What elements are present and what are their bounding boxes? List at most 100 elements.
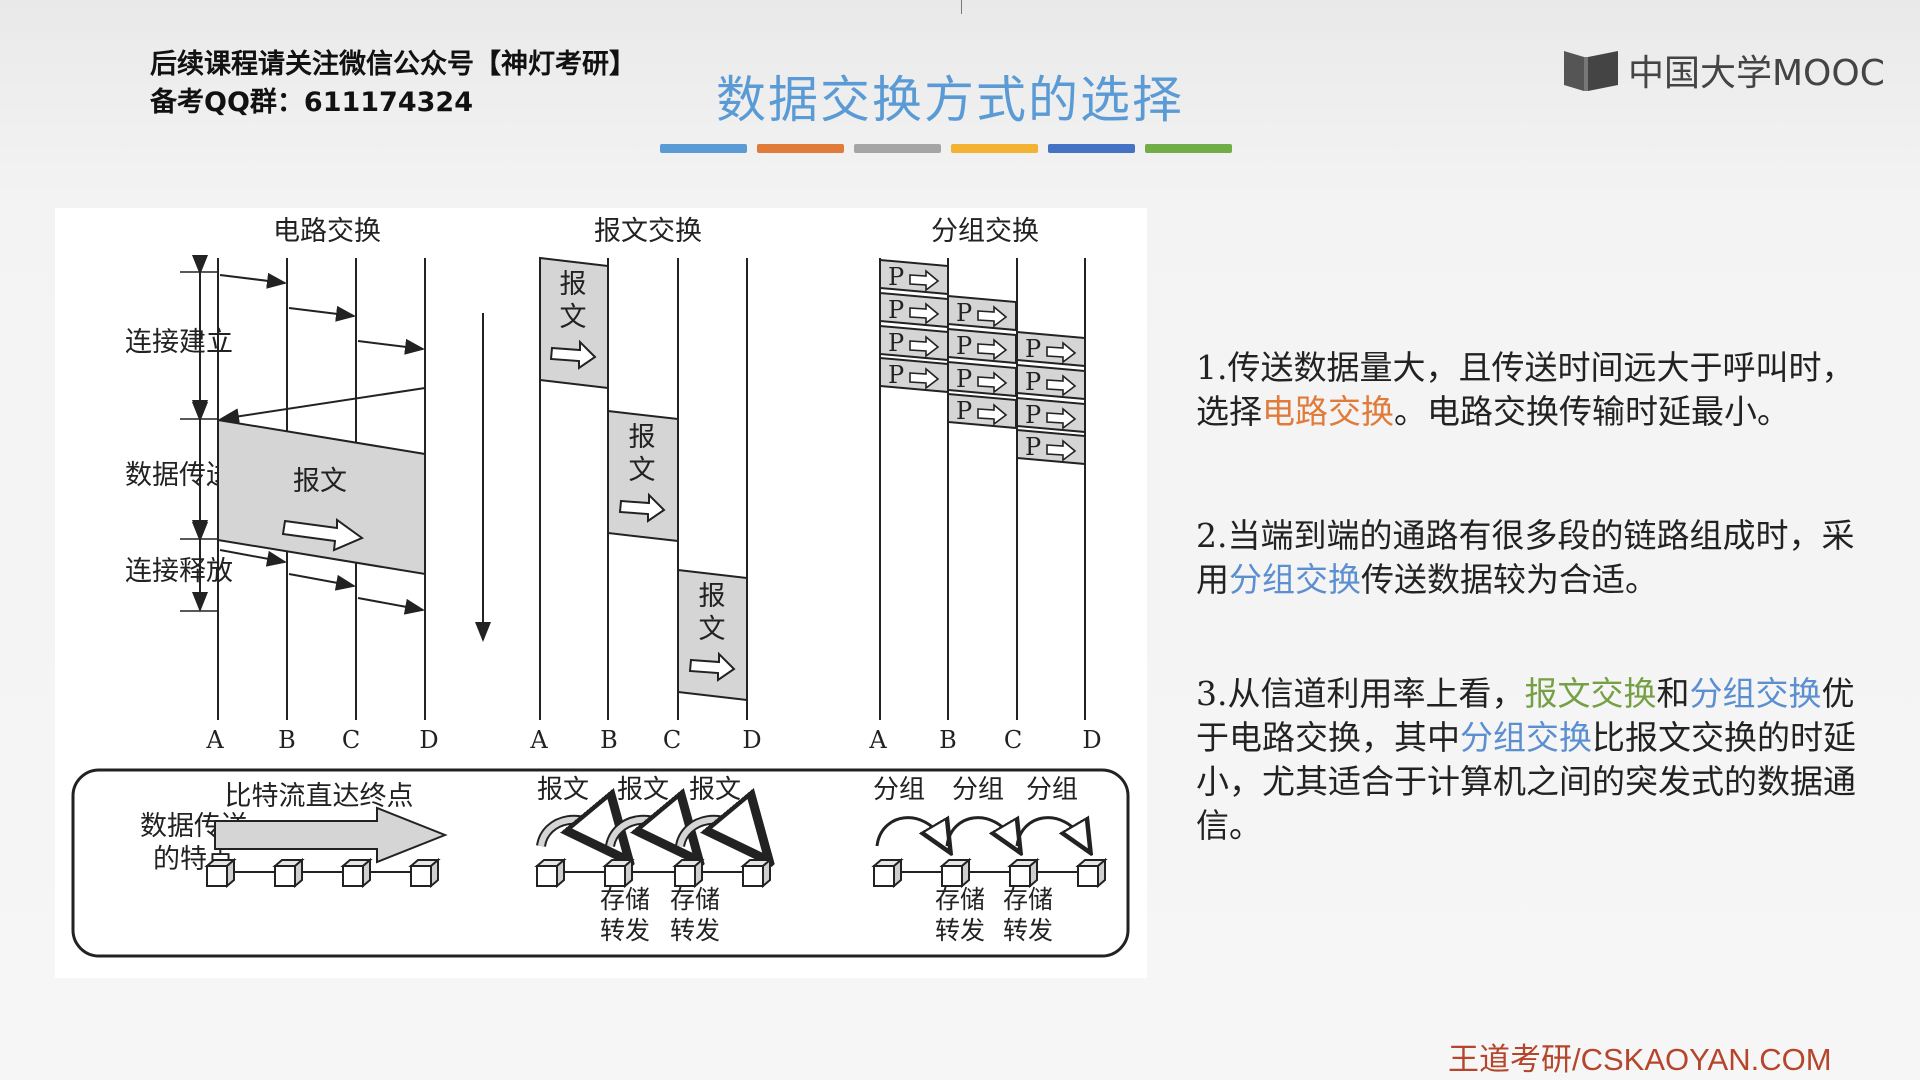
point-text-segment: 和 xyxy=(1656,674,1690,713)
message-3-char1: 报 xyxy=(699,581,726,612)
message-2-char1: 报 xyxy=(629,422,656,453)
packet-store-1-line1: 存储 xyxy=(935,885,985,914)
packet-store-1-line2: 转发 xyxy=(935,916,985,945)
point-text-segment: 从信道利用率上看， xyxy=(1227,674,1525,713)
node-cube-icon xyxy=(1007,857,1040,889)
point-1: 1.传送数据量大，且传送时间远大于呼叫时，选择电路交换。电路交换传输时延最小。 xyxy=(1196,346,1876,434)
point-highlight-blue: 分组交换 xyxy=(1460,718,1592,757)
title-color-bar xyxy=(660,144,747,153)
packet-store-2-line2: 转发 xyxy=(1003,916,1053,945)
point-3: 3.从信道利用率上看，报文交换和分组交换优于电路交换，其中分组交换比报文交换的时… xyxy=(1196,672,1876,848)
point-text-segment: 比报文交换的时延小，尤其适合于计算机之间的突发式的数据通信。 xyxy=(1196,718,1856,845)
svg-text:P: P xyxy=(888,263,904,291)
circuit-message-label: 报文 xyxy=(293,466,347,497)
title-color-bar xyxy=(1048,144,1135,153)
header-wechat-note: 后续课程请关注微信公众号【神灯考研】 xyxy=(150,49,636,80)
message-2-char2: 文 xyxy=(629,455,656,486)
packet-block: P xyxy=(1016,428,1086,466)
message-store-2-line1: 存储 xyxy=(670,885,720,914)
svg-text:P: P xyxy=(888,361,904,389)
point-2: 2.当端到端的通路有很多段的链路组成时，采用分组交换传送数据较为合适。 xyxy=(1196,514,1876,602)
message-hop-2: 报文 xyxy=(617,775,669,805)
phase-label-transfer: 数据传送 xyxy=(125,460,233,491)
header-qq-group: 备考QQ群：611174324 xyxy=(150,87,473,118)
circuit-node-a: A xyxy=(205,726,224,754)
circuit-node-d: D xyxy=(419,726,438,754)
top-divider-tick xyxy=(961,0,962,14)
point-number: 1. xyxy=(1196,348,1228,387)
circuit-bitstream-text: 比特流直达终点 xyxy=(225,781,414,812)
phase-label-setup: 连接建立 xyxy=(125,327,233,358)
packet-block: P xyxy=(947,360,1017,398)
footer-watermark: 王道考研/CSKAOYAN.COM xyxy=(1448,1042,1832,1077)
point-text-segment: 传送数据较为合适。 xyxy=(1361,560,1658,599)
circuit-switching-diagram: 连接建立 数据传送 连接释放 报文 A B C D xyxy=(125,255,439,754)
mooc-logo: 中国大学MOOC xyxy=(1562,44,1885,96)
title-color-bar xyxy=(757,144,844,153)
svg-text:P: P xyxy=(956,332,972,360)
packet-hop-3: 分组 xyxy=(1026,775,1078,805)
packet-block: P xyxy=(879,291,949,329)
bitstream-arrow xyxy=(214,806,448,864)
message-1-char2: 文 xyxy=(560,302,587,333)
svg-text:P: P xyxy=(956,365,972,393)
svg-text:P: P xyxy=(956,299,972,327)
circuit-node-c: C xyxy=(342,726,360,754)
packet-hop-1: 分组 xyxy=(873,775,925,805)
packet-node-a: A xyxy=(868,726,887,754)
mooc-book-icon xyxy=(1564,51,1618,91)
phase-label-release: 连接释放 xyxy=(125,556,233,587)
point-number: 2. xyxy=(1196,516,1228,555)
packet-node-b: B xyxy=(939,726,957,754)
node-cube-icon xyxy=(740,857,773,889)
packet-node-c: C xyxy=(1004,726,1022,754)
node-cube-icon xyxy=(1075,857,1108,889)
packet-block: P xyxy=(879,258,949,296)
message-store-1-line2: 转发 xyxy=(600,916,650,945)
node-cube-icon xyxy=(340,857,373,889)
packet-node-d: D xyxy=(1082,726,1101,754)
node-cube-icon xyxy=(602,857,635,889)
packet-block: P xyxy=(947,392,1017,430)
message-3-char2: 文 xyxy=(699,614,726,645)
point-number: 3. xyxy=(1196,674,1228,713)
point-text-segment: 。电路交换传输时延最小。 xyxy=(1394,392,1790,431)
message-node-c: C xyxy=(663,726,681,754)
node-cube-icon xyxy=(672,857,705,889)
point-text-segment: 当端到端的通路有很多段的链路组成时，采用 xyxy=(1196,516,1855,599)
packet-store-2-line1: 存储 xyxy=(1003,885,1053,914)
logo-text: 中国大学MOOC xyxy=(1628,53,1885,94)
point-2-text: 2.当端到端的通路有很多段的链路组成时，采用分组交换传送数据较为合适。 xyxy=(1196,514,1876,602)
title-color-bar xyxy=(951,144,1038,153)
point-highlight-green: 报文交换 xyxy=(1524,674,1657,713)
point-3-text: 3.从信道利用率上看，报文交换和分组交换优于电路交换，其中分组交换比报文交换的时… xyxy=(1196,672,1876,848)
packet-block: P xyxy=(879,324,949,362)
section-title-circuit: 电路交换 xyxy=(273,216,381,247)
transfer-characteristics-box: 数据传送 的特点 比特流直达终点 报文 报文 报文 存储 转发 存储 转发 分组… xyxy=(71,768,1130,958)
svg-text:P: P xyxy=(1025,401,1041,429)
svg-text:P: P xyxy=(956,397,972,425)
svg-text:P: P xyxy=(888,329,904,357)
svg-text:P: P xyxy=(1025,368,1041,396)
packet-block: P xyxy=(1016,330,1086,368)
point-text-segment: 传送数据量大，且传送时间远大于呼叫时，选择 xyxy=(1196,348,1855,431)
packet-block: P xyxy=(947,294,1017,332)
message-1-char1: 报 xyxy=(560,269,587,300)
circuit-node-b: B xyxy=(278,726,296,754)
point-highlight-orange: 电路交换 xyxy=(1262,392,1394,431)
packet-hop-2: 分组 xyxy=(952,775,1004,805)
point-highlight-blue: 分组交换 xyxy=(1689,674,1822,713)
svg-text:P: P xyxy=(888,296,904,324)
node-cube-icon xyxy=(272,857,305,889)
switching-diagram-panel: 电路交换 报文交换 分组交换 连接建立 数据传送 连接释放 xyxy=(55,208,1147,978)
point-highlight-blue: 分组交换 xyxy=(1229,560,1361,599)
title-color-bar xyxy=(1145,144,1232,153)
section-title-packet: 分组交换 xyxy=(931,216,1039,247)
node-cube-icon xyxy=(939,857,972,889)
message-store-2-line2: 转发 xyxy=(670,916,720,945)
message-node-b: B xyxy=(600,726,618,754)
title-color-bar xyxy=(854,144,941,153)
packet-block: P xyxy=(947,327,1017,365)
message-store-1-line1: 存储 xyxy=(600,885,650,914)
